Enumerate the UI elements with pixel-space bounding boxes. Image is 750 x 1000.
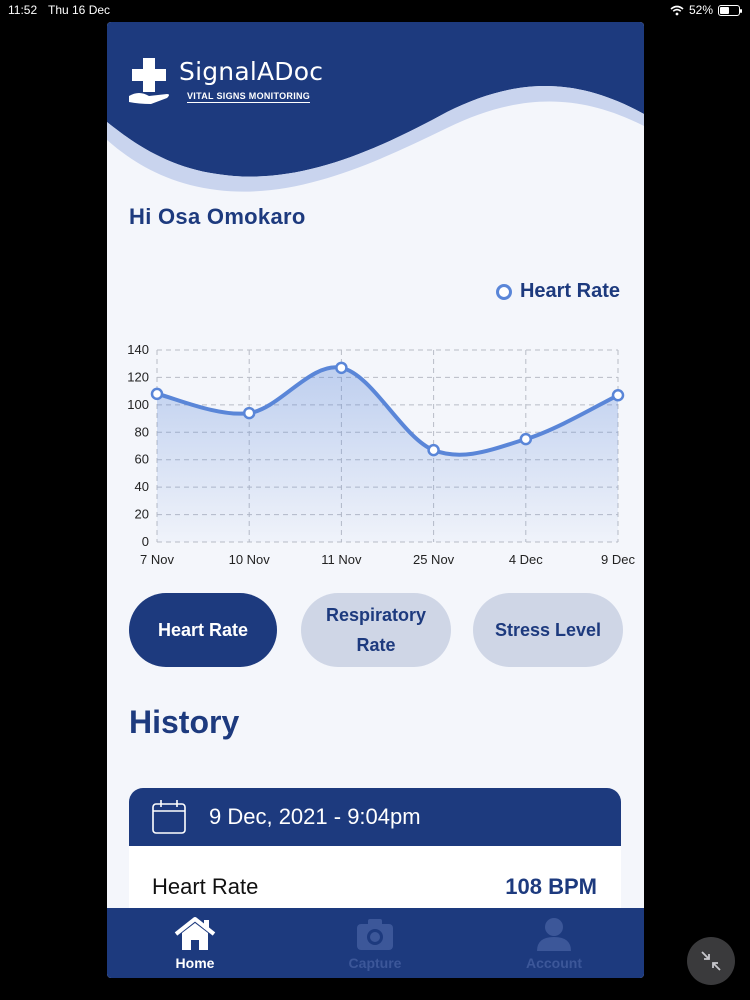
history-card-header: 9 Dec, 2021 - 9:04pm [129, 788, 621, 846]
status-time: 11:52 [8, 3, 38, 17]
y-tick-label: 40 [135, 479, 149, 494]
nav-capture[interactable]: Capture [315, 908, 435, 978]
y-tick-label: 0 [142, 534, 149, 549]
y-tick-label: 60 [135, 452, 149, 467]
collapse-arrows-icon [701, 951, 721, 971]
y-tick-label: 20 [135, 507, 149, 522]
chart-legend: Heart Rate [495, 280, 620, 303]
y-tick-label: 80 [135, 424, 149, 439]
x-tick-label: 7 Nov [140, 552, 174, 567]
y-tick-label: 100 [127, 397, 149, 412]
status-date: Thu 16 Dec [48, 3, 111, 17]
y-tick-label: 140 [127, 342, 149, 357]
history-entry-label: Heart Rate [152, 874, 259, 899]
nav-home[interactable]: Home [135, 908, 255, 978]
x-tick-label: 25 Nov [413, 552, 455, 567]
history-card[interactable]: 9 Dec, 2021 - 9:04pm Heart Rate 108 BPM [129, 788, 621, 926]
y-tick-label: 120 [127, 369, 149, 384]
battery-percent: 52% [688, 3, 713, 17]
data-point[interactable] [242, 406, 256, 420]
status-bar: 11:52 Thu 16 Dec 52% [0, 0, 750, 20]
data-point[interactable] [519, 432, 533, 446]
brand-name: SignalADoc [179, 56, 324, 86]
x-tick-label: 4 Dec [509, 552, 543, 567]
history-title: History [129, 704, 240, 740]
medical-cross-hand-icon [129, 58, 169, 104]
heart-rate-area [157, 367, 618, 542]
x-tick-label: 9 Dec [601, 552, 635, 567]
x-tick-label: 10 Nov [229, 552, 271, 567]
wifi-icon [670, 5, 684, 15]
app-screen: SignalADoc VITAL SIGNS MONITORING Hi Osa… [107, 22, 644, 978]
minimize-button[interactable] [687, 937, 735, 985]
history-entry-datetime: 9 Dec, 2021 - 9:04pm [209, 804, 421, 829]
home-icon [174, 917, 216, 950]
data-point[interactable] [150, 387, 164, 401]
nav-account-label: Account [526, 955, 582, 971]
history-entry-value: 108 BPM [505, 874, 597, 899]
toggle-stress-level[interactable]: Stress Level [473, 593, 623, 667]
greeting: Hi Osa Omokaro [129, 204, 306, 229]
battery-icon [718, 4, 742, 16]
brand-logo: SignalADoc VITAL SIGNS MONITORING [127, 54, 323, 106]
header-wave [107, 22, 644, 192]
legend-label: Heart Rate [519, 280, 620, 302]
camera-icon [357, 919, 393, 950]
metric-toggle-group: Heart Rate Respiratory Rate Stress Level [129, 593, 623, 667]
calendar-icon [152, 800, 186, 834]
x-tick-label: 11 Nov [321, 552, 362, 567]
bottom-navigation: Home Capture Account [107, 908, 644, 978]
toggle-heart-rate[interactable]: Heart Rate [129, 593, 277, 667]
nav-capture-label: Capture [348, 955, 402, 971]
data-point[interactable] [427, 443, 440, 457]
legend-marker-icon [495, 283, 512, 300]
nav-home-label: Home [175, 955, 215, 971]
brand-tagline: VITAL SIGNS MONITORING [187, 90, 311, 103]
heart-rate-chart: 0 20 40 60 80 100 120 140 7 Nov 10 Nov 11 Nov 25 No… [127, 342, 635, 567]
account-icon [537, 918, 571, 951]
data-point[interactable] [611, 389, 625, 402]
data-point[interactable] [335, 361, 348, 375]
toggle-respiratory-rate[interactable]: Respiratory Rate [301, 593, 451, 667]
nav-account[interactable]: Account [494, 908, 614, 978]
